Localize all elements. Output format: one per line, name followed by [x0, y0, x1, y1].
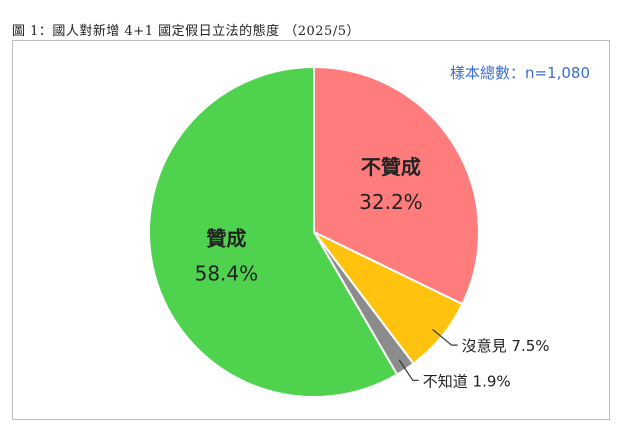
sample-size-note: 樣本總數：n=1,080	[449, 64, 590, 82]
leader-line-2	[398, 359, 419, 381]
leader-line-1	[432, 328, 458, 346]
figure-caption: 圖 1：國人對新增 4+1 國定假日立法的態度 （2025/5）	[12, 24, 360, 39]
slice-value-3: 58.4%	[195, 262, 259, 286]
slice-label-0: 不贊成	[361, 155, 421, 179]
slice-outside-label-2: 不知道 1.9%	[423, 372, 511, 390]
slice-outside-label-1: 沒意見 7.5%	[462, 337, 550, 355]
slice-label-3: 贊成	[206, 227, 246, 251]
slice-value-0: 32.2%	[359, 190, 423, 214]
pie-slice-0	[313, 65, 480, 306]
pie-slice-3	[148, 65, 399, 398]
